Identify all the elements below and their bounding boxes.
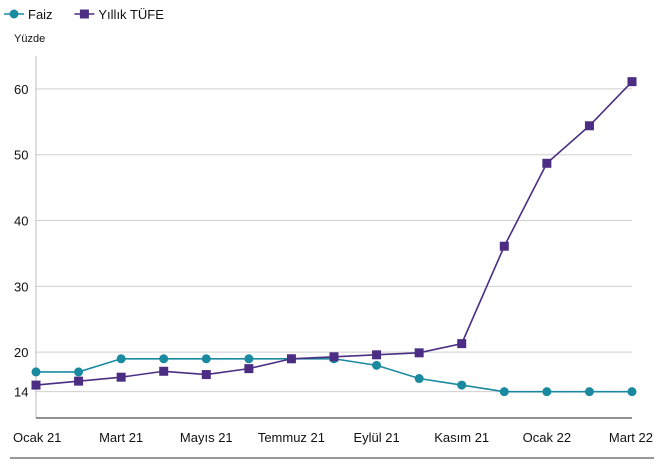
x-tick-label: Kasım 21 bbox=[434, 430, 489, 445]
data-point bbox=[414, 374, 424, 384]
data-point bbox=[116, 372, 126, 382]
y-axis-ticks: 14 20 30 40 50 60 bbox=[14, 82, 28, 400]
legend-label: Yıllık TÜFE bbox=[98, 7, 164, 22]
data-point bbox=[584, 387, 594, 397]
data-point bbox=[31, 380, 41, 390]
y-tick-label: 30 bbox=[14, 279, 28, 294]
data-point bbox=[329, 352, 339, 362]
data-point bbox=[74, 376, 84, 386]
gridlines bbox=[35, 56, 632, 419]
data-point bbox=[159, 366, 169, 376]
x-tick-label: Ocak 21 bbox=[13, 430, 61, 445]
y-tick-label: 20 bbox=[14, 345, 28, 360]
x-tick-label: Ocak 22 bbox=[523, 430, 571, 445]
data-point bbox=[286, 354, 296, 364]
data-point bbox=[457, 339, 467, 349]
y-tick-label: 40 bbox=[14, 214, 28, 229]
x-tick-label: Temmuz 21 bbox=[258, 430, 325, 445]
legend-marker bbox=[9, 9, 19, 19]
x-tick-label: Mayıs 21 bbox=[180, 430, 233, 445]
data-point bbox=[201, 354, 211, 364]
series-layer bbox=[31, 77, 637, 397]
series-tufe bbox=[31, 77, 637, 390]
data-point bbox=[499, 241, 509, 251]
data-point bbox=[584, 121, 594, 131]
y-tick-label: 14 bbox=[14, 385, 28, 400]
legend-label: Faiz bbox=[28, 7, 53, 22]
legend: Faiz Yıllık TÜFE bbox=[4, 7, 164, 22]
legend-marker bbox=[79, 9, 89, 19]
data-point bbox=[244, 364, 254, 374]
series-line bbox=[35, 81, 633, 386]
data-point bbox=[372, 360, 382, 370]
x-tick-label: Mart 21 bbox=[99, 430, 143, 445]
unit-label: Yüzde bbox=[14, 33, 45, 45]
x-axis-ticks: Ocak 21 Mart 21 Mayıs 21 Temmuz 21 Eylül 21 K… bbox=[13, 430, 653, 445]
data-point bbox=[499, 387, 509, 397]
data-point bbox=[542, 387, 552, 397]
data-point bbox=[542, 158, 552, 168]
data-point bbox=[372, 350, 382, 360]
data-point bbox=[74, 367, 84, 377]
data-point bbox=[457, 380, 467, 390]
data-point bbox=[116, 354, 126, 364]
y-tick-label: 60 bbox=[14, 82, 28, 97]
data-point bbox=[31, 367, 41, 377]
x-tick-label: Eylül 21 bbox=[353, 430, 399, 445]
y-tick-label: 50 bbox=[14, 148, 28, 163]
data-point bbox=[627, 387, 637, 397]
data-point bbox=[201, 370, 211, 380]
data-point bbox=[244, 354, 254, 364]
legend-item: Faiz bbox=[4, 7, 53, 22]
data-point bbox=[627, 77, 637, 87]
data-point bbox=[414, 348, 424, 358]
data-point bbox=[159, 354, 169, 364]
legend-item: Yıllık TÜFE bbox=[74, 7, 164, 22]
x-tick-label: Mart 22 bbox=[609, 430, 653, 445]
